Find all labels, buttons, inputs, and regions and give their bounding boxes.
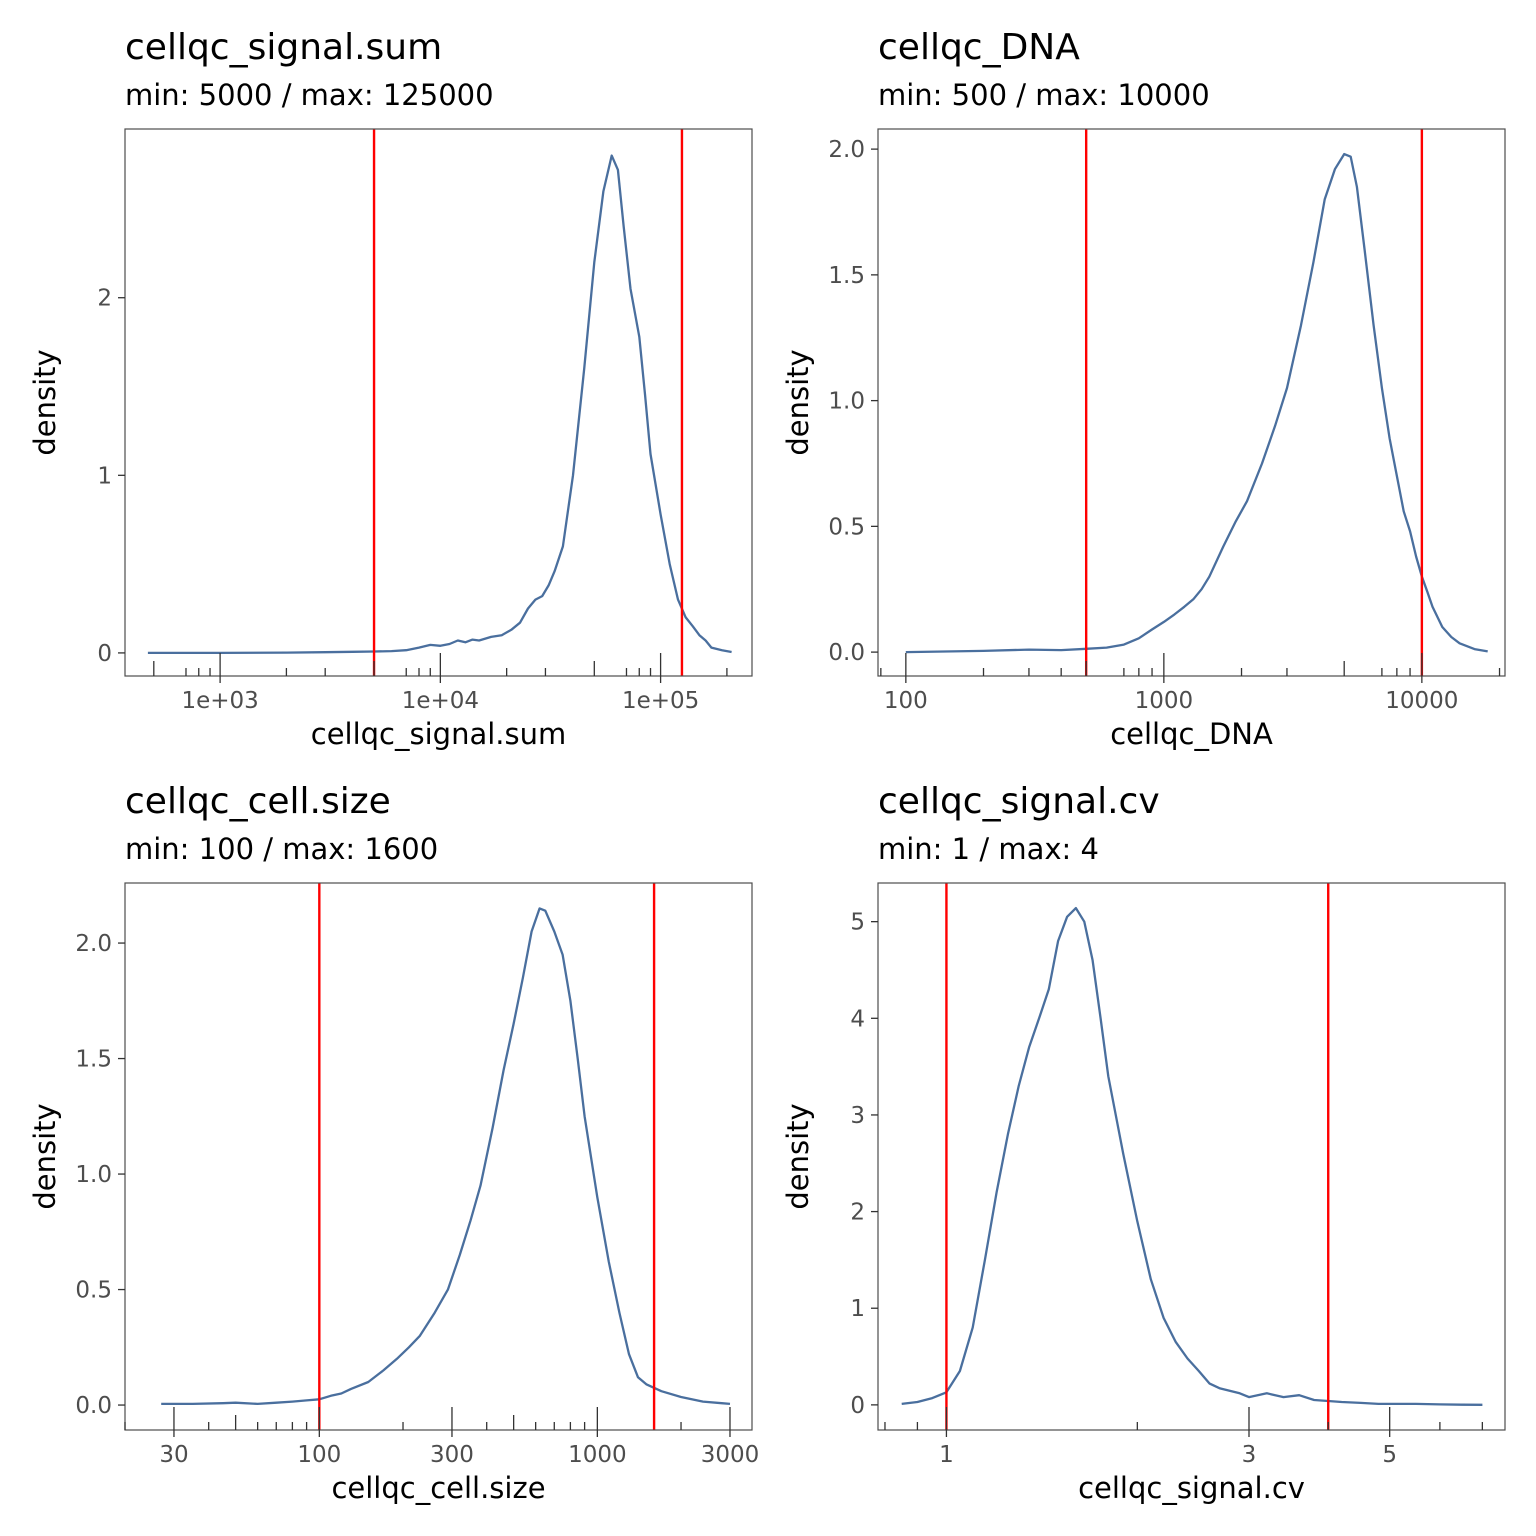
density-curve [901, 906, 1483, 1406]
y-tick-label: 2 [97, 286, 112, 312]
density-curve [147, 154, 732, 655]
chart-subtitle: min: 100 / max: 1600 [125, 832, 438, 866]
y-axis-title: density [28, 349, 62, 455]
chart-title: cellqc_signal.sum [125, 27, 442, 68]
density-curve [161, 907, 731, 1406]
x-tick-label: 1000 [568, 1442, 627, 1468]
panel-cellqc-dna: cellqc_DNA min: 500 / max: 10000 0.0 0.5 1.0… [781, 27, 1506, 751]
x-axis-title: cellqc_cell.size [331, 1471, 545, 1505]
y-tick-label: 4 [850, 1006, 865, 1032]
y-axis-title: density [781, 349, 815, 455]
y-tick-label: 2.0 [828, 137, 865, 163]
panel-cellqc-signal-cv: cellqc_signal.cv min: 1 / max: 4 0 1 2 3 4 5 1 3 5… [781, 781, 1506, 1505]
panel-frame [877, 128, 1506, 677]
x-axis-title: cellqc_DNA [1110, 717, 1273, 751]
y-tick-label: 1.0 [828, 389, 865, 415]
y-tick-label: 0 [850, 1393, 865, 1419]
x-tick-label: 100 [884, 688, 928, 714]
panel-frame [877, 882, 1506, 1431]
x-tick-label: 1 [939, 1442, 954, 1468]
y-tick-label: 0.0 [75, 1393, 112, 1419]
y-tick-label: 1.5 [75, 1047, 112, 1073]
y-axis-title: density [781, 1103, 815, 1209]
chart-subtitle: min: 1 / max: 4 [878, 832, 1099, 866]
y-tick-label: 0.5 [828, 514, 865, 540]
x-tick-label: 100 [297, 1442, 341, 1468]
y-tick-label: 2 [850, 1200, 865, 1226]
y-tick-label: 1.0 [75, 1162, 112, 1188]
density-curve [905, 152, 1488, 654]
y-tick-label: 2.0 [75, 931, 112, 957]
panel-cellqc-cell-size: cellqc_cell.size min: 100 / max: 1600 0.0 0… [28, 781, 759, 1505]
panel-cellqc-signal-sum: cellqc_signal.sum min: 5000 / max: 125000… [28, 27, 753, 751]
x-tick-label: 300 [430, 1442, 474, 1468]
chart-subtitle: min: 5000 / max: 125000 [125, 78, 494, 112]
x-tick-label: 1000 [1135, 688, 1194, 714]
y-tick-label: 0 [97, 641, 112, 667]
y-tick-label: 0.5 [75, 1278, 112, 1304]
x-tick-label: 5 [1382, 1442, 1397, 1468]
y-tick-label: 1 [97, 463, 112, 489]
x-axis-title: cellqc_signal.cv [1078, 1471, 1305, 1505]
x-tick-label: 1e+03 [181, 688, 258, 714]
x-tick-label: 3 [1242, 1442, 1257, 1468]
chart-title: cellqc_cell.size [125, 781, 391, 822]
y-tick-label: 1.5 [828, 263, 865, 289]
y-tick-label: 1 [850, 1296, 865, 1322]
panel-frame [124, 128, 753, 677]
x-tick-label: 1e+05 [622, 688, 699, 714]
x-tick-label: 1e+04 [402, 688, 479, 714]
x-tick-label: 30 [159, 1442, 188, 1468]
y-axis-title: density [28, 1103, 62, 1209]
y-tick-label: 3 [850, 1103, 865, 1129]
x-tick-label: 3000 [701, 1442, 760, 1468]
chart-subtitle: min: 500 / max: 10000 [878, 78, 1210, 112]
y-tick-label: 5 [850, 910, 865, 936]
x-axis-title: cellqc_signal.sum [311, 717, 567, 751]
x-tick-label: 10000 [1385, 688, 1458, 714]
y-tick-label: 0.0 [828, 640, 865, 666]
panel-frame [124, 882, 753, 1431]
chart-title: cellqc_DNA [878, 27, 1080, 68]
chart-title: cellqc_signal.cv [878, 781, 1160, 822]
